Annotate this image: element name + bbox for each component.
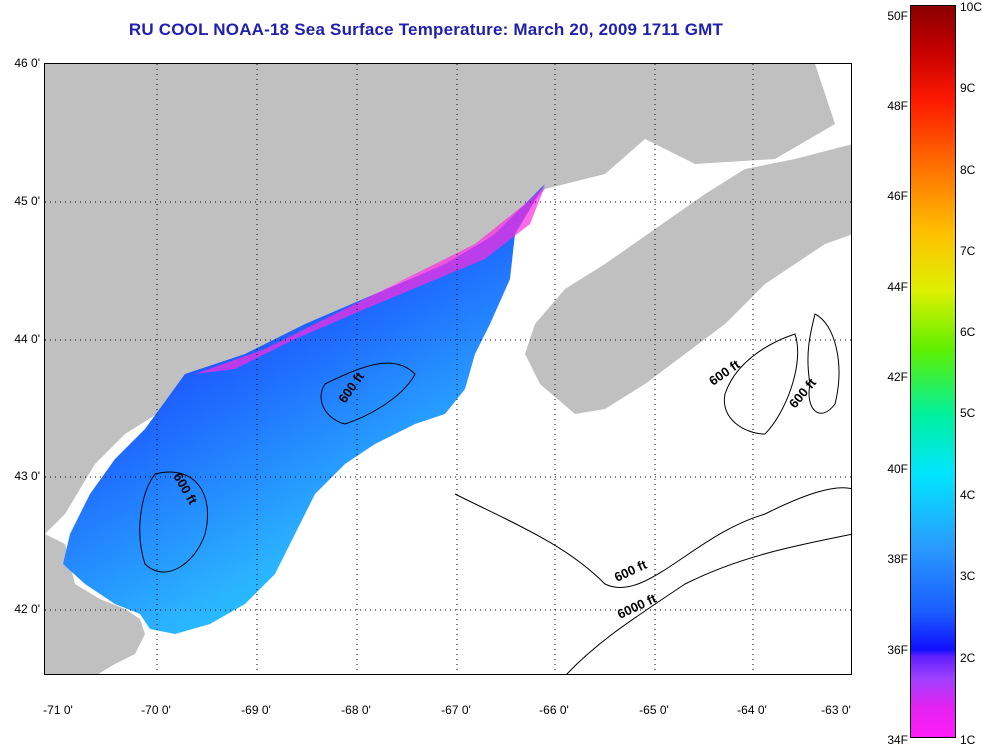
cbar-c-8: 8C (960, 163, 976, 177)
cbar-c-3: 3C (960, 569, 976, 583)
lon-label-71: -71 0' (43, 703, 73, 717)
lat-label-46: 46 0' (14, 56, 40, 70)
cbar-f-38: 38F (887, 552, 908, 566)
depth-label-2: 600 ft (706, 356, 743, 388)
cbar-f-40: 40F (887, 462, 908, 476)
cbar-c-6: 6C (960, 325, 976, 339)
lon-label-65: -65 0' (639, 703, 669, 717)
lon-label-70: -70 0' (141, 703, 171, 717)
cbar-c-1: 1C (960, 733, 976, 747)
cbar-f-42: 42F (887, 370, 908, 384)
cbar-f-46: 46F (887, 189, 908, 203)
lon-label-63: -63 0' (821, 703, 851, 717)
cbar-f-48: 48F (887, 99, 908, 113)
cbar-f-34: 34F (887, 733, 908, 747)
sst-map: 600 ft 600 ft 600 ft 600 ft 6000 ft 600 … (44, 63, 852, 675)
cbar-c-5: 5C (960, 406, 976, 420)
lon-label-68: -68 0' (341, 703, 371, 717)
lat-label-42: 42 0' (14, 602, 40, 616)
lon-label-64: -64 0' (737, 703, 767, 717)
lon-label-69: -69 0' (241, 703, 271, 717)
temperature-colorbar (910, 5, 956, 738)
cbar-c-4: 4C (960, 488, 976, 502)
chart-title: RU COOL NOAA-18 Sea Surface Temperature:… (128, 20, 724, 39)
cbar-f-50: 50F (887, 9, 908, 23)
depth-label-3: 600 ft (786, 375, 820, 411)
sst-coverage (63, 184, 545, 634)
land-maine-nb (45, 64, 835, 534)
cbar-c-10: 10C (960, 0, 983, 14)
cbar-c-9: 9C (960, 81, 976, 95)
lat-label-44: 44 0' (14, 332, 40, 346)
cbar-c-7: 7C (960, 244, 976, 258)
lon-label-66: -66 0' (539, 703, 569, 717)
cbar-f-36: 36F (887, 643, 908, 657)
lat-label-45: 45 0' (14, 194, 40, 208)
depth-label-4: 600 ft (612, 556, 650, 584)
lat-label-43: 43 0' (14, 469, 40, 483)
cbar-f-44: 44F (887, 280, 908, 294)
land-nova-scotia (525, 144, 851, 414)
depth-contours (139, 313, 851, 674)
cbar-c-2: 2C (960, 651, 976, 665)
lon-label-67: -67 0' (441, 703, 471, 717)
